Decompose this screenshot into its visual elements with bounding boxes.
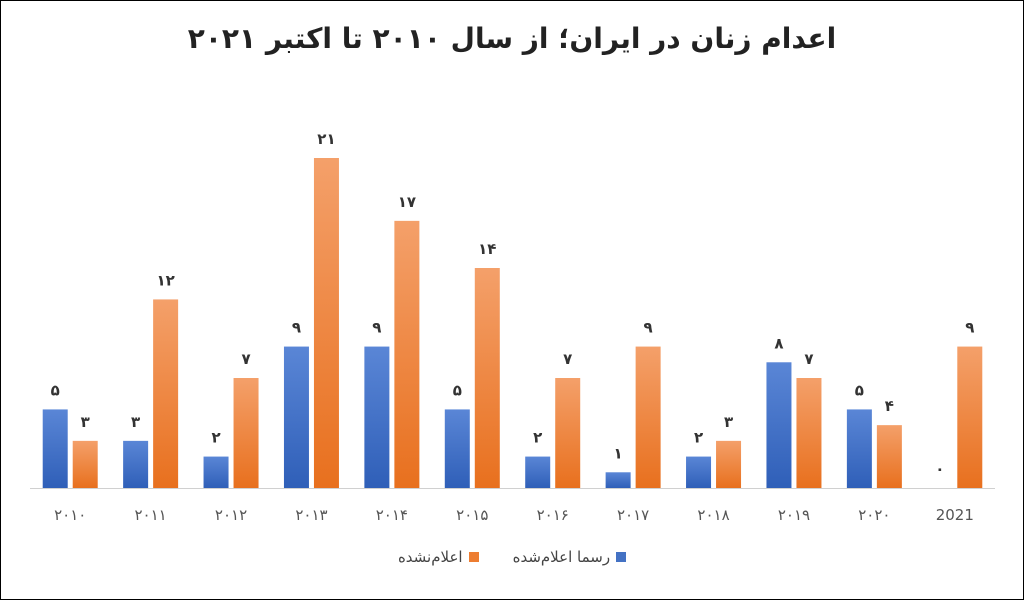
value-label-unannounced-11: ۹ [965, 319, 974, 337]
legend-label-official: رسما اعلام‌شده [512, 548, 611, 566]
x-tick-label-3: ۲۰۱۳ [295, 506, 327, 524]
value-label-official-7: ۱ [614, 444, 623, 462]
bar-official-2 [203, 456, 229, 488]
x-tick-label-9: ۲۰۱۹ [778, 506, 810, 524]
value-label-unannounced-4: ۱۷ [398, 193, 416, 211]
bar-unannounced-6 [555, 378, 581, 488]
bar-official-4 [364, 346, 390, 488]
legend-label-unannounced: اعلام‌نشده [397, 548, 463, 566]
value-label-official-3: ۹ [292, 319, 301, 337]
bar-official-0 [42, 409, 68, 488]
value-label-official-11: ۰ [935, 460, 944, 478]
value-label-unannounced-6: ۷ [563, 350, 572, 368]
value-label-unannounced-10: ۴ [885, 397, 894, 415]
bar-official-6 [525, 456, 551, 488]
bar-unannounced-11 [957, 346, 983, 488]
bar-unannounced-0 [72, 440, 98, 488]
bar-unannounced-9 [796, 378, 822, 488]
value-label-unannounced-8: ۳ [724, 413, 733, 431]
x-tick-label-1: ۲۰۱۱ [135, 506, 167, 524]
bar-official-7 [605, 472, 631, 488]
value-label-official-10: ۵ [855, 381, 864, 399]
value-label-official-6: ۲ [533, 429, 542, 447]
chart-title: اعدام زنان در ایران؛ از سال ۲۰۱۰ تا اکتب… [187, 22, 837, 55]
bar-official-10 [846, 409, 872, 488]
value-label-official-8: ۲ [694, 429, 703, 447]
value-label-unannounced-3: ۲۱ [317, 130, 335, 148]
value-label-unannounced-1: ۱۲ [156, 271, 174, 289]
value-label-official-0: ۵ [51, 381, 60, 399]
legend: رسما اعلام‌شده اعلام‌نشده [0, 548, 1024, 566]
legend-swatch-orange [468, 552, 479, 562]
value-label-official-5: ۵ [453, 381, 462, 399]
legend-item-unannounced: اعلام‌نشده [398, 548, 479, 566]
x-tick-label-7: ۲۰۱۷ [617, 506, 649, 524]
x-tick-label-4: ۲۰۱۴ [376, 506, 408, 524]
value-label-official-2: ۲ [211, 429, 220, 447]
bar-official-5 [444, 409, 470, 488]
bar-unannounced-3 [313, 158, 339, 488]
legend-swatch-blue [616, 552, 627, 562]
x-tick-label-8: ۲۰۱۸ [697, 506, 729, 524]
value-label-official-4: ۹ [372, 319, 381, 337]
x-tick-label-11: 2021 [936, 506, 974, 524]
bar-official-3 [283, 346, 309, 488]
value-label-unannounced-5: ۱۴ [478, 240, 496, 258]
bar-official-8 [686, 456, 712, 488]
x-tick-label-10: ۲۰۲۰ [858, 506, 890, 524]
value-label-official-1: ۳ [131, 413, 140, 431]
bar-official-1 [123, 440, 149, 488]
bar-unannounced-5 [474, 268, 500, 488]
bar-unannounced-8 [716, 440, 742, 488]
value-label-unannounced-2: ۷ [241, 350, 250, 368]
legend-item-official: رسما اعلام‌شده [512, 548, 627, 566]
x-tick-label-2: ۲۰۱۲ [215, 506, 247, 524]
x-tick-label-5: ۲۰۱۵ [456, 506, 488, 524]
bar-unannounced-10 [876, 425, 902, 488]
value-label-unannounced-7: ۹ [644, 319, 653, 337]
x-tick-label-0: ۲۰۱۰ [54, 506, 86, 524]
bar-unannounced-7 [635, 346, 661, 488]
value-label-unannounced-0: ۳ [81, 413, 90, 431]
bar-official-9 [766, 362, 792, 488]
value-label-official-9: ۸ [774, 334, 783, 352]
x-tick-label-6: ۲۰۱۶ [537, 506, 569, 524]
bar-unannounced-2 [233, 378, 259, 488]
value-label-unannounced-9: ۷ [804, 350, 813, 368]
bar-unannounced-1 [153, 299, 179, 488]
bar-unannounced-4 [394, 220, 420, 488]
